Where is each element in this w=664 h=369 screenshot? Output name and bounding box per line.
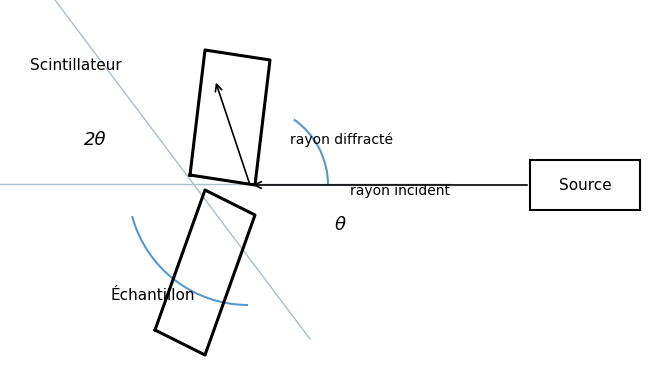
Text: rayon incident: rayon incident [350, 184, 450, 198]
Text: 2θ: 2θ [84, 131, 106, 149]
Text: θ: θ [335, 216, 345, 234]
Bar [530, 160, 640, 210]
Text: Scintillateur: Scintillateur [30, 58, 122, 72]
Text: Échantillon: Échantillon [110, 287, 195, 303]
Text: rayon diffracté: rayon diffracté [290, 133, 393, 147]
Text: Source: Source [558, 177, 612, 193]
